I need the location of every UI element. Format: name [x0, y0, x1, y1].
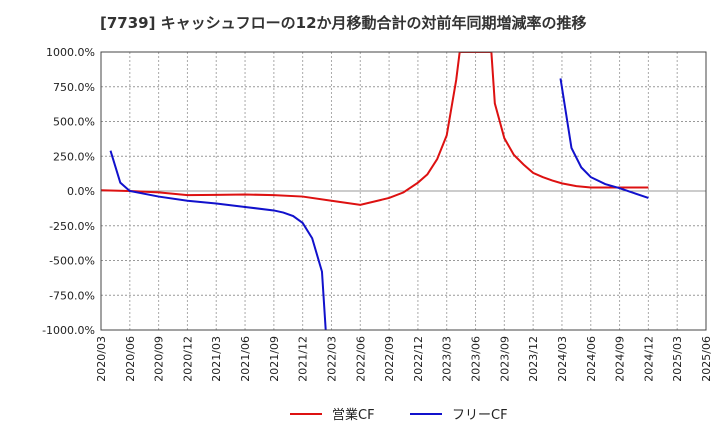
x-tick-label: 2021/09 [268, 336, 281, 382]
series-line-free-cf [559, 78, 649, 199]
y-axis-ticks: 1000.0% 750.0% 500.0% 250.0% 0.0% -250.0% -500… [42, 46, 95, 337]
x-tick-label: 2021/03 [210, 336, 223, 382]
x-tick-label: 2024/06 [585, 336, 598, 382]
x-tick-label: 2024/03 [556, 336, 569, 382]
legend: 営業CF フリーCF [290, 407, 508, 423]
legend-label: フリーCF [452, 408, 508, 423]
y-tick-label: 750.0% [53, 81, 95, 94]
legend-label: 営業CF [332, 407, 375, 423]
x-tick-label: 2022/06 [354, 336, 367, 382]
y-tick-label: -250.0% [49, 220, 95, 233]
series-lines [101, 52, 649, 330]
series-line-free-cf [109, 150, 327, 330]
x-tick-label: 2020/06 [124, 336, 137, 382]
x-axis-ticks: 2020/03 2020/06 2020/09 2020/12 2021/03 2021/… [95, 336, 713, 382]
x-tick-label: 2024/12 [642, 336, 655, 382]
x-tick-label: 2022/09 [383, 336, 396, 382]
x-tick-label: 2024/09 [614, 336, 627, 382]
y-tick-label: -1000.0% [42, 324, 95, 337]
x-tick-label: 2020/12 [181, 336, 194, 382]
x-tick-label: 2023/09 [498, 336, 511, 382]
y-tick-label: 500.0% [53, 116, 95, 129]
x-tick-label: 2021/12 [297, 336, 310, 382]
x-tick-label: 2020/09 [153, 336, 166, 382]
x-tick-label: 2023/03 [441, 336, 454, 382]
x-tick-label: 2021/06 [239, 336, 252, 382]
x-tick-label: 2023/12 [527, 336, 540, 382]
grid [101, 51, 706, 331]
chart-title: [7739] キャッシュフローの12か月移動合計の対前年同期増減率の推移 [100, 14, 587, 32]
y-tick-label: 250.0% [53, 150, 95, 163]
y-tick-label: 0.0% [67, 185, 95, 198]
series-line-operating-cf [101, 52, 649, 206]
x-tick-label: 2022/03 [325, 336, 338, 382]
y-tick-label: 1000.0% [46, 46, 95, 59]
x-tick-label: 2022/12 [412, 336, 425, 382]
y-tick-label: -500.0% [49, 255, 95, 268]
plot-frame [100, 51, 707, 331]
x-tick-label: 2025/06 [700, 336, 713, 382]
y-tick-label: -750.0% [49, 289, 95, 302]
x-tick-label: 2023/06 [470, 336, 483, 382]
x-tick-label: 2025/03 [671, 336, 684, 382]
x-tick-label: 2020/03 [95, 336, 108, 382]
